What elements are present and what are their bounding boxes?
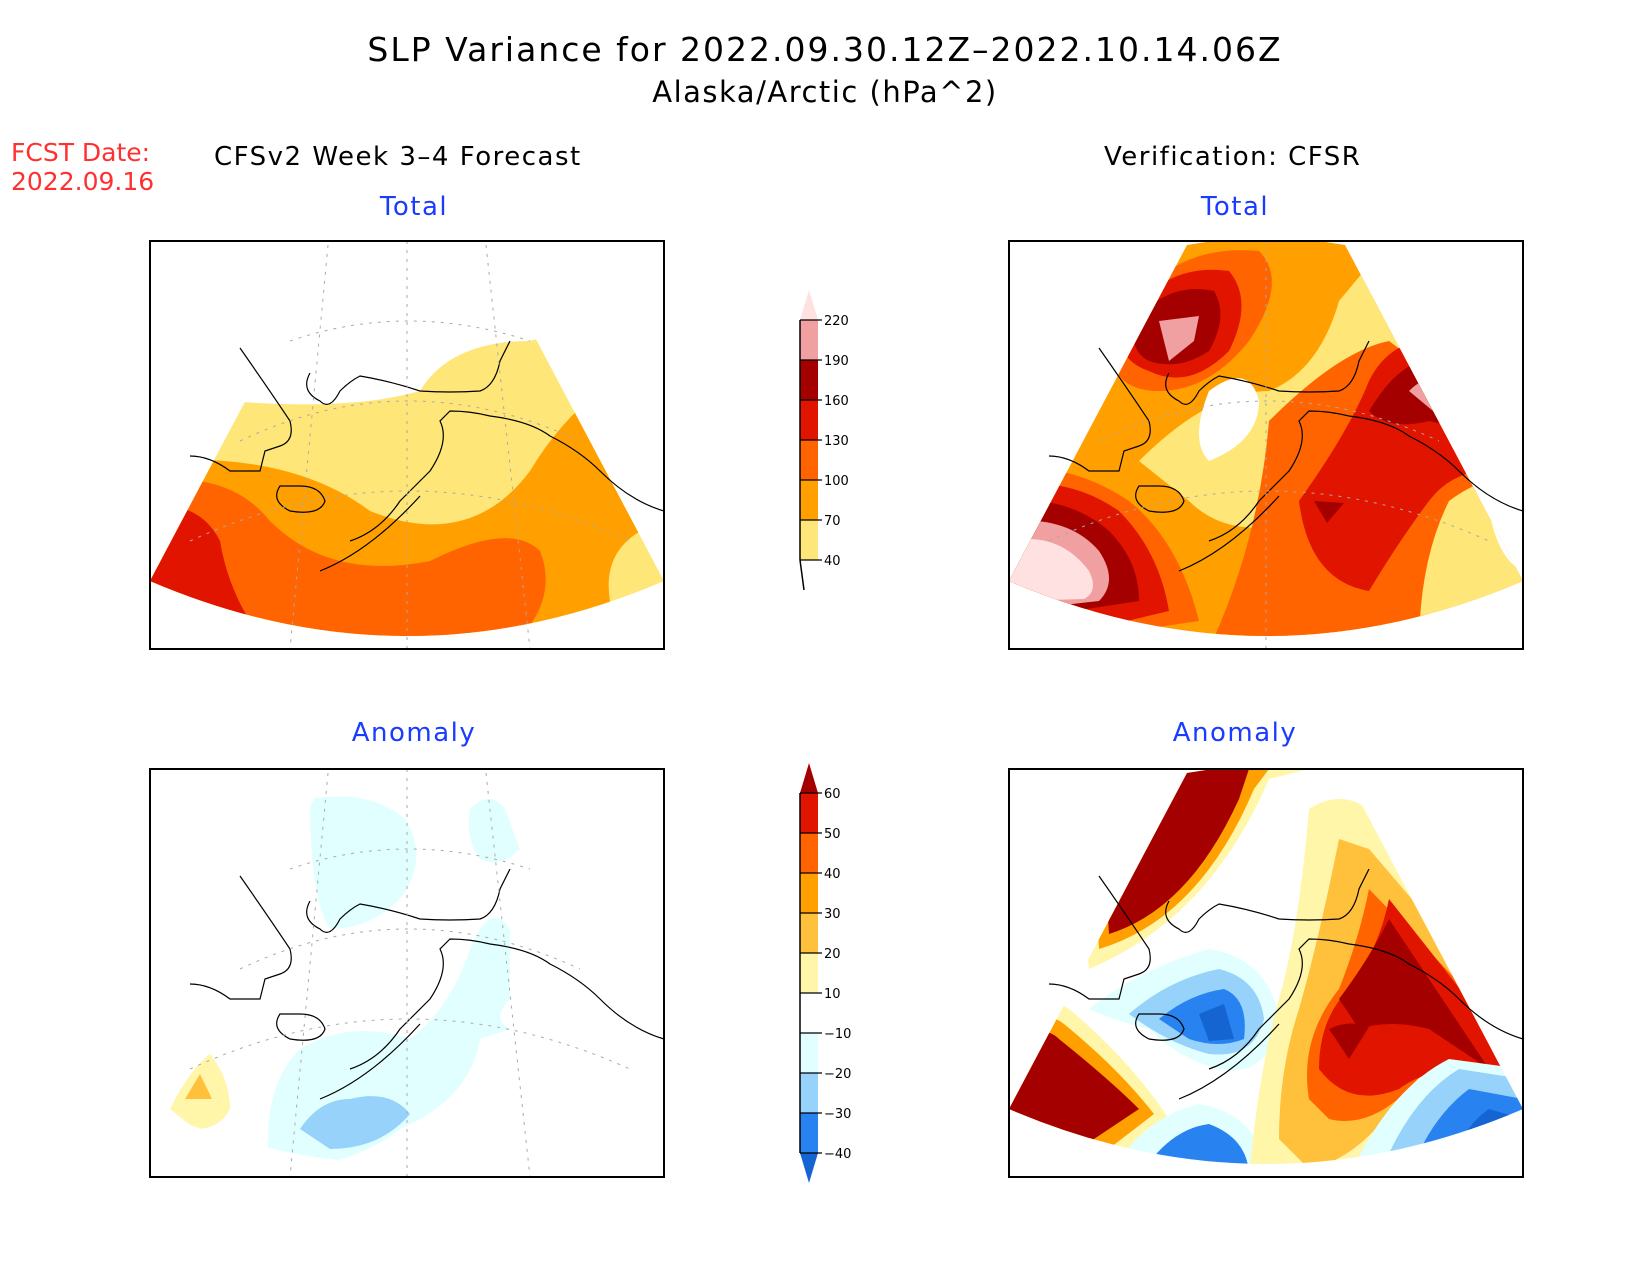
title-line-2: Alaska/Arctic (hPa^2) xyxy=(652,75,998,109)
colorbar-segment xyxy=(800,400,818,440)
colorbar-total: 220 190 160 130 100 70 40 xyxy=(799,290,849,591)
colorbar-segment xyxy=(800,913,818,953)
colorbar-top-arrow xyxy=(800,290,818,320)
colorbar-segment xyxy=(800,873,818,913)
verification-anomaly-title: Anomaly xyxy=(1172,718,1298,748)
verification-column-heading: Verification: CFSR xyxy=(1104,142,1362,172)
contour-neg20-neg30 xyxy=(300,1096,410,1149)
colorbar-segment xyxy=(800,520,818,560)
colorbar-segment xyxy=(800,360,818,400)
contour-neg10-neg20-north xyxy=(310,796,417,929)
forecast-anomaly-title: Anomaly xyxy=(351,718,477,748)
colorbar-label: 60 xyxy=(824,787,841,802)
contour-190-220-north xyxy=(1159,316,1199,361)
colorbar-label: 220 xyxy=(824,314,849,329)
panel-forecast-anomaly xyxy=(149,768,665,1178)
colorbar-label: 160 xyxy=(824,394,849,409)
contour-pos-gulf-60 xyxy=(1329,1023,1369,1059)
colorbar-label: 70 xyxy=(824,514,841,529)
verification-anomaly-field xyxy=(1009,769,1523,1164)
graticule xyxy=(1048,241,1490,649)
map-frame xyxy=(1008,240,1524,650)
map-frame xyxy=(149,240,665,650)
coastline xyxy=(1048,340,1524,572)
contour-pos-east-60 xyxy=(1339,919,1489,1069)
colorbar-segment xyxy=(800,993,818,1033)
map-frame xyxy=(149,768,665,1178)
figure-title: SLP Variance for 2022.09.30.12Z–2022.10.… xyxy=(0,30,1650,109)
forecast-column-heading: CFSv2 Week 3–4 Forecast xyxy=(214,142,582,172)
colorbar-label: 190 xyxy=(824,354,849,369)
fcst-date-value: 2022.09.16 xyxy=(11,167,155,196)
graticule xyxy=(189,241,631,650)
coastline xyxy=(1048,868,1524,1100)
colorbar-label: 20 xyxy=(824,947,841,962)
colorbar-label: 40 xyxy=(824,554,841,569)
panel-verification-total xyxy=(1008,240,1524,650)
colorbar-bottom-arrow xyxy=(800,1153,818,1183)
colorbar-top-arrow xyxy=(800,763,818,793)
forecast-total-title: Total xyxy=(379,192,449,222)
contour-neg-west-40 xyxy=(1199,1004,1234,1041)
graticule xyxy=(189,769,631,1178)
colorbar-label: 30 xyxy=(824,907,841,922)
title-line-1: SLP Variance for 2022.09.30.12Z–2022.10.… xyxy=(367,30,1283,69)
verification-total-title: Total xyxy=(1200,192,1270,222)
panel-forecast-total xyxy=(149,240,665,650)
verification-total-field xyxy=(1009,241,1523,636)
forecast-total-field xyxy=(150,241,664,636)
colorbar-label: 10 xyxy=(824,987,841,1002)
panel-verification-anomaly xyxy=(1008,768,1524,1178)
colorbar-segment xyxy=(800,320,818,360)
colorbar-segment xyxy=(800,793,818,833)
fcst-date: FCST Date: 2022.09.16 xyxy=(11,138,154,196)
coastline xyxy=(189,868,665,1100)
contour-20-30 xyxy=(185,1074,212,1099)
colorbar-label: 40 xyxy=(824,867,841,882)
contour-160-190-gulf xyxy=(1314,501,1344,523)
colorbar-segment xyxy=(800,833,818,873)
contour-100-130 xyxy=(150,479,546,636)
colorbar-label: 130 xyxy=(824,434,849,449)
coastline xyxy=(189,340,665,572)
colorbar-segment xyxy=(800,953,818,993)
colorbar-label: −20 xyxy=(824,1067,851,1082)
colorbar-segment xyxy=(800,1073,818,1113)
map-frame xyxy=(1008,768,1524,1178)
colorbar-label: −10 xyxy=(824,1027,851,1042)
contour-above220-sw xyxy=(1009,539,1093,601)
colorbar-segment xyxy=(800,1033,818,1073)
contour-below40 xyxy=(1199,378,1259,461)
colorbar-segment xyxy=(800,440,818,480)
colorbar-segment xyxy=(800,480,818,520)
forecast-anomaly-field xyxy=(150,769,664,1164)
colorbar-label: −30 xyxy=(824,1107,851,1122)
colorbar-label: 100 xyxy=(824,474,849,489)
colorbar-bottom-arrow xyxy=(799,559,805,591)
contour-neg10-neg20-ne xyxy=(468,799,520,863)
colorbar-anomaly: 60 50 40 30 20 10 −10 −20 −30 −40 xyxy=(799,763,851,1183)
colorbar-label: −40 xyxy=(824,1147,851,1162)
fcst-date-label: FCST Date: xyxy=(11,138,151,167)
colorbar-segment xyxy=(800,1113,818,1153)
colorbar-label: 50 xyxy=(824,827,841,842)
